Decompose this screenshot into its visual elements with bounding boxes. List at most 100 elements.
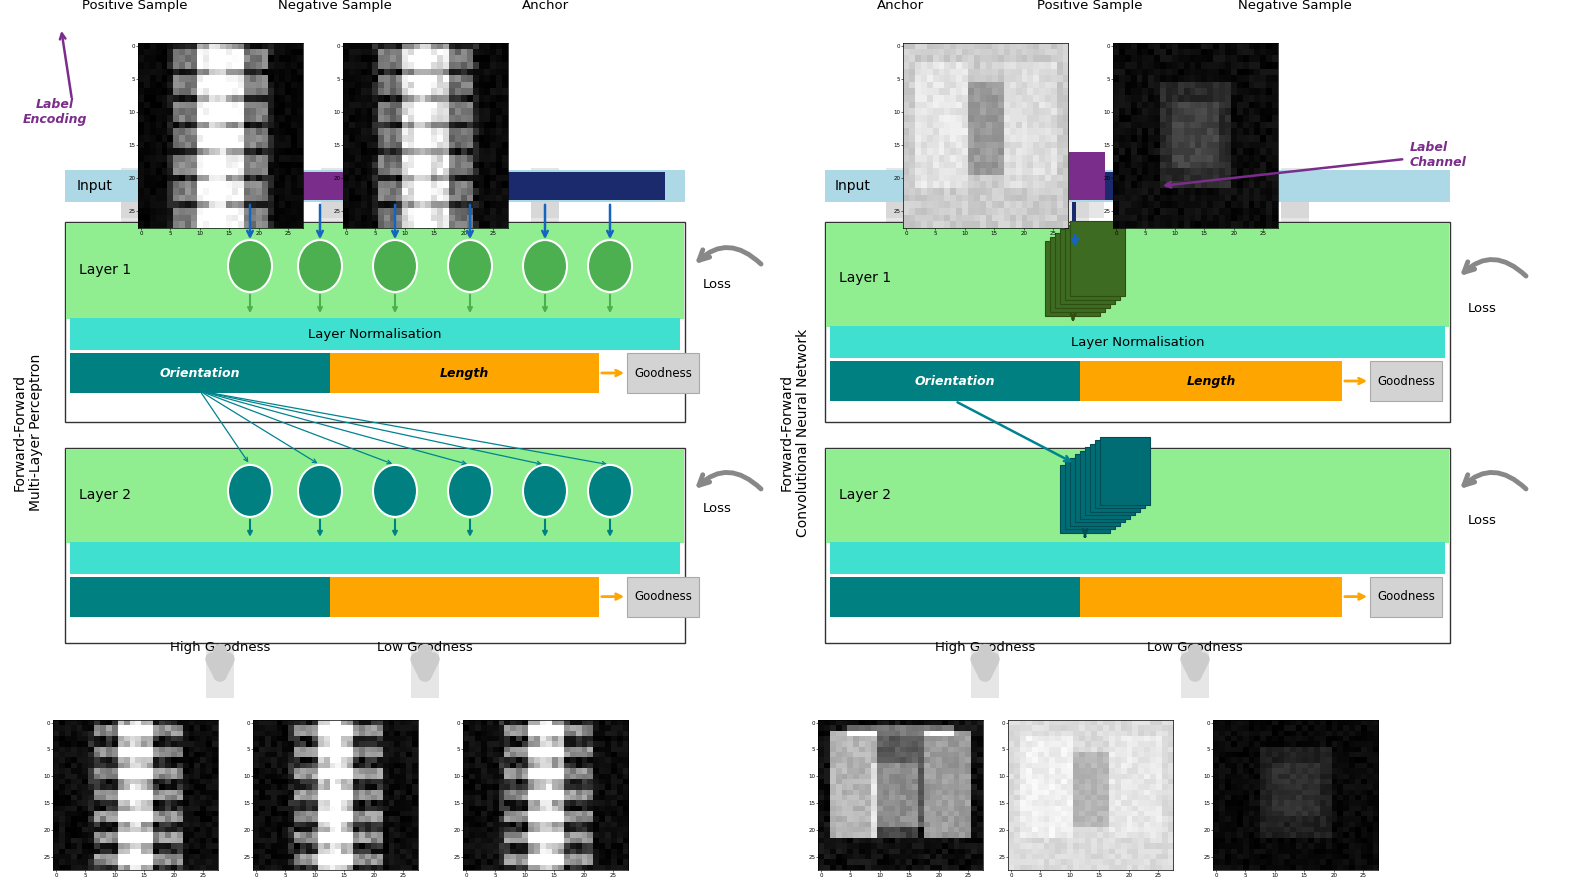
Bar [825, 170, 1450, 202]
FancyArrowPatch shape [699, 248, 761, 264]
Text: Negative Sample: Negative Sample [1239, 0, 1352, 12]
Ellipse shape [522, 465, 567, 517]
Bar [1079, 361, 1341, 401]
Text: High Goodness: High Goodness [170, 641, 270, 654]
Bar [1060, 464, 1109, 533]
Text: Goodness: Goodness [634, 367, 691, 379]
Text: Layer Normalisation: Layer Normalisation [308, 328, 442, 340]
Bar [1079, 451, 1130, 519]
Bar [1046, 241, 1100, 315]
Bar [122, 202, 148, 247]
Text: High Goodness: High Goodness [934, 641, 1035, 654]
Ellipse shape [372, 465, 417, 517]
Text: Layer 1: Layer 1 [839, 271, 892, 285]
Bar [1056, 233, 1111, 307]
Text: Positive Sample: Positive Sample [82, 0, 188, 12]
Text: Orientation: Orientation [915, 375, 996, 387]
Bar [66, 223, 683, 319]
Ellipse shape [298, 465, 342, 517]
Bar [1281, 202, 1310, 257]
Bar [532, 202, 559, 247]
Bar [166, 172, 664, 200]
Bar [279, 172, 346, 200]
FancyArrowPatch shape [977, 651, 993, 675]
Bar [1086, 448, 1135, 515]
Text: Loss: Loss [1468, 514, 1498, 527]
Bar [1051, 236, 1106, 312]
Bar [320, 168, 349, 218]
Bar [885, 202, 914, 257]
Text: Label
Channel: Label Channel [1411, 141, 1468, 169]
Bar [626, 353, 699, 393]
Text: Length: Length [1187, 375, 1236, 387]
Bar [1180, 643, 1209, 698]
Bar [825, 448, 1450, 643]
Bar [830, 576, 1079, 616]
Bar [410, 643, 439, 698]
Bar [69, 353, 330, 393]
Ellipse shape [298, 240, 342, 292]
Bar [885, 168, 914, 218]
Text: Input: Input [77, 179, 114, 193]
Text: Positive Sample: Positive Sample [1037, 0, 1142, 12]
Bar [1076, 168, 1105, 218]
Bar [1070, 220, 1125, 296]
Bar [825, 449, 1449, 543]
Text: Goodness: Goodness [1378, 591, 1434, 603]
Bar [626, 576, 699, 616]
Bar [1071, 202, 1076, 232]
Text: Low Goodness: Low Goodness [377, 641, 473, 654]
Text: Loss: Loss [704, 503, 732, 515]
Text: Layer 1: Layer 1 [79, 263, 131, 277]
Bar [69, 576, 330, 616]
FancyArrowPatch shape [1464, 472, 1526, 489]
Bar [1095, 440, 1146, 508]
Bar [532, 168, 559, 218]
Text: Loss: Loss [704, 278, 732, 290]
Bar [1060, 228, 1116, 304]
Ellipse shape [589, 465, 633, 517]
Ellipse shape [589, 240, 633, 292]
Bar [825, 222, 1450, 422]
Text: Goodness: Goodness [1378, 375, 1434, 387]
Text: Goodness: Goodness [634, 591, 691, 603]
FancyArrowPatch shape [1464, 259, 1526, 276]
Bar [970, 643, 999, 698]
FancyArrowPatch shape [699, 472, 761, 489]
Bar [320, 202, 349, 247]
Bar [65, 222, 685, 422]
Bar [1045, 152, 1105, 200]
FancyArrowPatch shape [417, 651, 432, 675]
Ellipse shape [227, 465, 271, 517]
Text: Layer Normalisation: Layer Normalisation [1071, 336, 1204, 348]
Bar [69, 542, 680, 574]
Bar [1079, 576, 1341, 616]
Text: Anchor: Anchor [521, 0, 568, 12]
Ellipse shape [227, 240, 271, 292]
Ellipse shape [448, 240, 492, 292]
Bar [1065, 461, 1116, 529]
Bar [915, 172, 1185, 200]
Bar [1075, 454, 1125, 522]
Bar [1070, 457, 1120, 526]
Ellipse shape [372, 240, 417, 292]
Text: Orientation: Orientation [159, 367, 240, 379]
Ellipse shape [522, 240, 567, 292]
Bar [1281, 168, 1310, 218]
Text: Layer 2: Layer 2 [79, 488, 131, 502]
Bar [1090, 444, 1139, 511]
Text: Length: Length [440, 367, 489, 379]
Bar [1370, 576, 1442, 616]
Bar [1065, 225, 1120, 299]
Text: Forward-Forward
Multi-Layer Perceptron: Forward-Forward Multi-Layer Perceptron [13, 354, 43, 511]
Text: Input: Input [835, 179, 871, 193]
Bar [830, 361, 1079, 401]
Bar [1370, 361, 1442, 401]
Text: Forward-Forward
Convolutional Neural Network: Forward-Forward Convolutional Neural Net… [780, 329, 810, 536]
Text: Low Goodness: Low Goodness [1147, 641, 1243, 654]
Bar [1100, 437, 1150, 504]
Bar [65, 448, 685, 643]
Text: Loss: Loss [1468, 302, 1498, 314]
Text: Layer 2: Layer 2 [839, 488, 892, 502]
Text: Negative Sample: Negative Sample [278, 0, 391, 12]
